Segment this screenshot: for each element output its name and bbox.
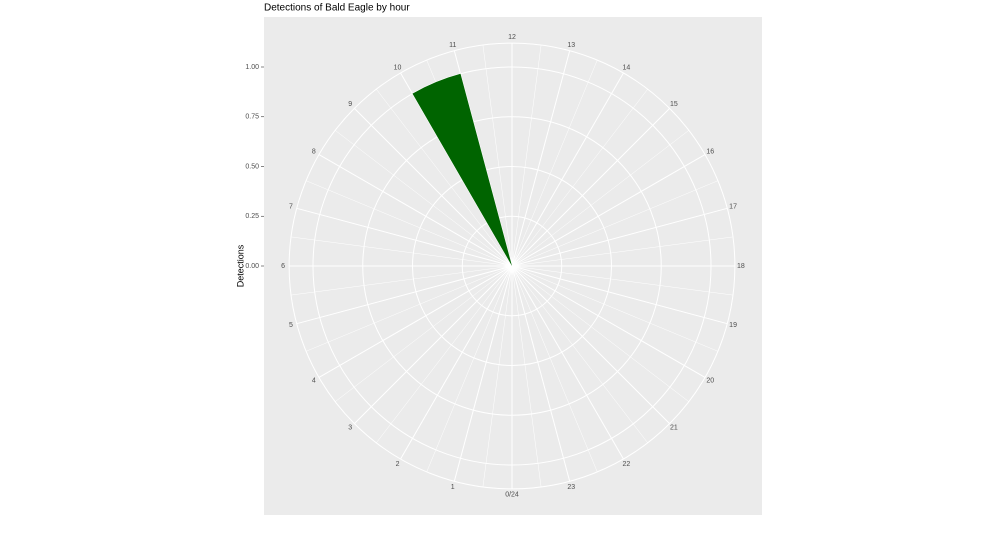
spoke <box>511 265 706 378</box>
x-tick-label: 13 <box>567 42 575 49</box>
x-tick-label: 19 <box>729 322 737 329</box>
x-tick-label: 1 <box>451 484 455 491</box>
spoke <box>511 265 719 352</box>
spoke <box>511 59 598 267</box>
x-tick-label: 10 <box>394 65 402 72</box>
spoke <box>335 130 513 267</box>
spoke <box>511 89 648 267</box>
y-tick-label: 0.50 <box>245 163 259 170</box>
spoke <box>290 236 513 267</box>
x-tick-label: 2 <box>396 461 400 468</box>
outer-circle <box>288 42 736 490</box>
y-tick-label: 0.00 <box>245 263 259 270</box>
spoke <box>511 180 719 267</box>
x-tick-label: 14 <box>623 65 631 72</box>
x-tick-label: 16 <box>706 148 714 155</box>
x-tick-label: 15 <box>670 101 678 108</box>
spoke <box>511 50 571 267</box>
bar <box>412 73 512 266</box>
spoke <box>318 265 513 378</box>
x-tick-label: 6 <box>281 263 285 270</box>
spoke <box>511 154 706 267</box>
grid-circle <box>312 66 712 466</box>
spoke <box>511 44 542 267</box>
spoke <box>290 265 513 296</box>
spoke <box>511 236 734 267</box>
x-tick-label: 21 <box>670 425 678 432</box>
x-tick-label: 9 <box>348 101 352 108</box>
spoke <box>335 265 513 402</box>
spoke <box>305 265 513 352</box>
x-tick-label: 22 <box>623 461 631 468</box>
grid-circle <box>412 166 612 366</box>
y-axis-label: Detections <box>235 244 245 287</box>
spoke <box>318 154 513 267</box>
spoke <box>482 265 513 488</box>
x-tick-label: 23 <box>567 484 575 491</box>
spoke <box>511 265 542 488</box>
spoke <box>376 265 513 443</box>
x-tick-label: 0/24 <box>505 492 519 499</box>
spoke <box>296 265 513 325</box>
spoke <box>453 265 513 482</box>
x-tick-label: 12 <box>508 34 516 41</box>
x-tick-label: 17 <box>729 204 737 211</box>
chart-title: Detections of Bald Eagle by hour <box>264 3 410 14</box>
spoke <box>511 72 624 267</box>
spoke <box>511 265 734 296</box>
y-tick-label: 0.25 <box>245 213 259 220</box>
spoke <box>511 265 689 402</box>
spoke <box>376 89 513 267</box>
x-tick-label: 4 <box>312 377 316 384</box>
spoke <box>453 50 513 267</box>
spoke <box>305 180 513 267</box>
spoke <box>511 265 624 460</box>
spoke <box>511 265 648 443</box>
spoke <box>482 44 513 267</box>
x-tick-label: 7 <box>289 204 293 211</box>
x-tick-label: 18 <box>737 263 745 270</box>
y-tick-label: 0.75 <box>245 114 259 121</box>
x-tick-label: 11 <box>449 42 456 49</box>
spoke <box>296 207 513 267</box>
spoke <box>400 265 513 460</box>
y-tick-label: 1.00 <box>245 64 259 71</box>
spoke <box>354 108 513 267</box>
spoke <box>354 265 513 424</box>
spoke <box>511 265 670 424</box>
spoke <box>511 265 598 473</box>
x-tick-label: 3 <box>348 425 352 432</box>
grid-circle <box>461 215 563 317</box>
x-tick-label: 20 <box>706 377 714 384</box>
spoke <box>511 265 571 482</box>
spoke <box>511 130 689 267</box>
x-tick-label: 8 <box>312 148 316 155</box>
x-tick-label: 5 <box>289 322 293 329</box>
spoke <box>511 265 728 325</box>
spoke <box>426 265 513 473</box>
grid-circle <box>362 116 662 416</box>
spoke <box>511 207 728 267</box>
spoke <box>511 108 670 267</box>
